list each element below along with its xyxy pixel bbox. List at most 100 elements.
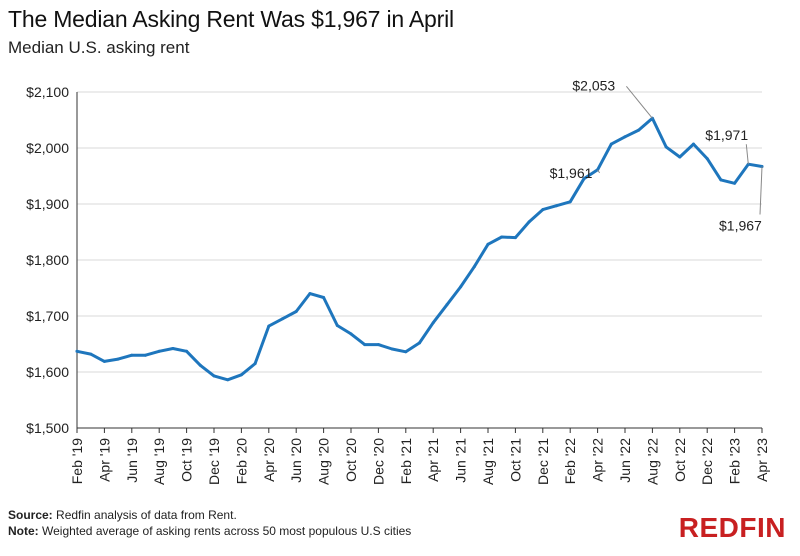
x-tick-label: Dec '22 [699,438,715,485]
data-point [486,242,490,246]
data-point [130,353,134,357]
data-point [637,128,641,132]
data-point [431,321,435,325]
data-point [294,310,298,313]
y-tick-label: $1,900 [26,196,69,212]
data-point [116,357,120,361]
data-point [541,208,545,212]
chart-footer: Source: Redfin analysis of data from Ren… [8,507,411,539]
data-point [239,373,243,377]
annotations: $2,053 $1,961 $1,971 $1,967 [550,77,763,233]
x-tick-label: Jun '19 [124,438,140,483]
x-tick-label: Jun '21 [453,438,469,483]
x-tick-label: Apr '19 [96,438,112,482]
x-tick-label: Oct '19 [179,438,195,482]
x-tick-label: Feb '21 [398,438,414,484]
x-tick-label: Jun '20 [288,438,304,483]
data-point [376,343,380,347]
x-tick-label: Aug '22 [644,438,660,485]
x-tick-label: Oct '20 [343,438,359,482]
data-point [267,324,271,328]
data-point [322,296,326,299]
x-tick-labels: Feb '19 Apr '19 Jun '19 Aug '19 Oct '19 Dec '… [69,438,770,485]
data-point [500,235,504,239]
data-point [568,200,572,204]
data-point [253,362,257,366]
x-tick-label: Aug '20 [316,438,332,485]
x-tick-label: Feb '20 [233,438,249,484]
data-point [198,363,202,367]
annotation-label: $1,961 [550,165,593,181]
x-tick-label: Dec '21 [535,438,551,485]
data-point [418,341,421,345]
data-point [555,204,558,208]
annotation-label: $1,967 [719,217,762,233]
annotation-leader [745,144,749,165]
source-text: Redfin analysis of data from Rent. [52,508,237,522]
data-point [102,359,106,363]
y-tick-labels: $1,500 $1,600 $1,700 $1,800 $1,900 $2,000 $2,1… [26,84,69,436]
annotation-leader [626,86,653,119]
x-tick-label: Jun '22 [617,438,633,483]
data-point [185,349,189,353]
data-point [719,178,723,182]
data-point [527,220,531,224]
gridlines [77,91,762,373]
note-text: Weighted average of asking rents across … [38,524,412,538]
y-tick-label: $1,700 [26,308,69,324]
data-point [459,285,463,289]
y-tick-label: $1,500 [26,420,69,436]
data-point [171,347,175,350]
y-tick-label: $1,800 [26,252,69,268]
rent-series [75,116,764,382]
rent-line [75,116,764,382]
data-point [390,347,394,351]
data-point [678,155,682,159]
note-line: Note: Weighted average of asking rents a… [8,523,411,539]
data-point [212,374,216,378]
data-point [75,349,79,353]
x-tick-label: Apr '23 [754,438,770,482]
data-point [609,142,613,146]
y-tick-label: $2,000 [26,140,69,156]
x-tick-label: Apr '22 [590,438,606,482]
line-chart: $1,500 $1,600 $1,700 $1,800 $1,900 $2,000 $2,1… [26,77,770,485]
data-point [349,332,353,336]
data-point [308,292,312,296]
y-tick-label: $1,600 [26,364,69,380]
data-point [513,236,517,240]
x-tick-label: Dec '20 [370,438,386,485]
source-label: Source: [8,508,53,522]
data-point [692,142,695,146]
x-tick-label: Feb '19 [69,438,85,484]
data-point [733,181,737,185]
data-point [226,378,230,382]
data-point [445,303,449,307]
chart-subtitle: Median U.S. asking rent [8,38,190,57]
axes [76,92,763,433]
data-point [623,135,627,139]
note-label: Note: [8,524,39,538]
x-tick-label: Feb '22 [562,438,578,484]
x-tick-label: Apr '20 [261,438,277,482]
x-tick-label: Oct '21 [507,438,523,482]
x-tick-label: Aug '19 [151,438,167,485]
data-point [582,177,586,181]
data-point [157,349,161,353]
annotation-leader [597,169,601,174]
annotation-label: $2,053 [572,77,615,93]
data-point [335,324,339,327]
x-tick-label: Dec '19 [206,438,222,485]
data-point [144,353,147,357]
annotation-label: $1,971 [705,127,748,143]
x-tick-label: Feb '23 [727,438,743,484]
source-line: Source: Redfin analysis of data from Ren… [8,507,411,523]
data-point [664,145,668,149]
data-point [404,350,408,354]
data-point [89,352,93,356]
x-tick-label: Apr '21 [425,438,441,482]
chart-title: The Median Asking Rent Was $1,967 in Apr… [8,6,454,32]
x-tick-label: Aug '21 [480,438,496,485]
annotation-leader [759,166,763,215]
redfin-logo: REDFIN [678,512,786,543]
